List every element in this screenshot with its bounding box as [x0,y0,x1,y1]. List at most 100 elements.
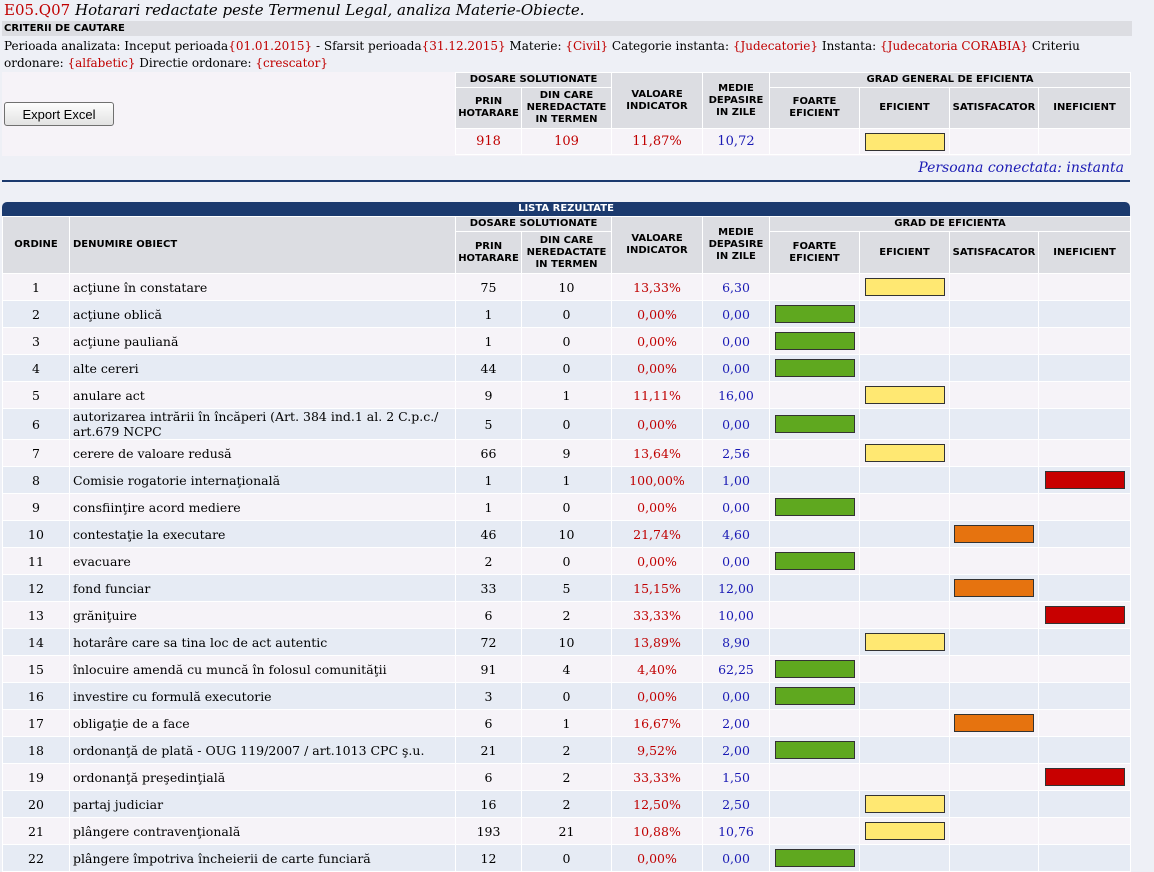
row-grade-ef [859,273,950,301]
row-din: 0 [521,408,612,440]
row-din: 5 [521,574,612,602]
row-denumire: plângere contravenţională [69,817,456,845]
row-valoare: 12,50% [611,790,703,818]
efficiency-bar [864,444,945,462]
row-valoare: 9,52% [611,736,703,764]
row-denumire: hotarâre care sa tina loc de act autenti… [69,628,456,656]
table-row: 4 alte cereri 44 0 0,00% 0,00 [2,354,1131,382]
row-ordine: 18 [2,736,70,764]
row-grade-in [1038,381,1131,409]
row-denumire: Comisie rogatorie internaţională [69,466,456,494]
grad-header: GRAD DE EFICIENTA [769,216,1131,232]
summary-dosare-header: DOSARE SOLUTIONATE [455,72,612,88]
row-grade-sa [949,408,1039,440]
row-din: 2 [521,601,612,629]
row-valoare: 4,40% [611,655,703,683]
criteria-text: Perioada analizata: Inceput perioada{01.… [4,38,1130,72]
denumire-header: DENUMIRE OBIECT [69,216,456,274]
row-din: 10 [521,520,612,548]
row-denumire: cerere de valoare redusă [69,439,456,467]
summary-ineficient-header: INEFICIENT [1038,87,1131,129]
row-grade-sa [949,574,1039,602]
row-prin: 2 [455,547,522,575]
row-grade-sa [949,790,1039,818]
report-title: Hotarari redactate peste Termenul Legal,… [74,1,585,19]
table-row: 12 fond funciar 33 5 15,15% 12,00 [2,574,1131,602]
row-prin: 12 [455,844,522,872]
table-row: 21 plângere contravenţională 193 21 10,88% 10… [2,817,1131,845]
row-din: 0 [521,327,612,355]
row-prin: 16 [455,790,522,818]
row-grade-sa [949,736,1039,764]
row-grade-in [1038,439,1131,467]
dosare-header: DOSARE SOLUTIONATE [455,216,612,232]
row-denumire: obligaţie de a face [69,709,456,737]
materie-label: Materie: [505,39,566,53]
row-din: 10 [521,628,612,656]
row-prin: 1 [455,466,522,494]
efficiency-bar [774,849,855,867]
divider [2,180,1130,182]
row-grade-in [1038,273,1131,301]
row-ordine: 4 [2,354,70,382]
row-valoare: 13,33% [611,273,703,301]
row-ordine: 15 [2,655,70,683]
row-medie: 0,00 [702,493,770,521]
row-valoare: 0,00% [611,844,703,872]
table-row: 13 grăniţuire 6 2 33,33% 10,00 [2,601,1131,629]
table-row: 22 plângere împotriva încheierii de carte… [2,844,1131,872]
table-row: 5 anulare act 9 1 11,11% 16,00 [2,381,1131,409]
row-grade-in [1038,574,1131,602]
row-prin: 9 [455,381,522,409]
row-grade-in [1038,709,1131,737]
row-ordine: 9 [2,493,70,521]
row-prin: 21 [455,736,522,764]
row-ordine: 20 [2,790,70,818]
row-grade-in [1038,520,1131,548]
row-prin: 75 [455,273,522,301]
efficiency-bar [864,795,945,813]
foarte-header: FOARTE EFICIENT [769,231,860,274]
table-row: 14 hotarâre care sa tina loc de act auten… [2,628,1131,656]
row-medie: 10,76 [702,817,770,845]
summary-prin-header: PRIN HOTARARE [455,87,522,129]
summary-din: 109 [521,128,612,155]
row-din: 0 [521,547,612,575]
row-grade-fe [769,520,860,548]
start-date: {01.01.2015} [228,39,313,53]
row-grade-sa [949,817,1039,845]
export-excel-button[interactable]: Export Excel [4,102,114,126]
row-denumire: înlocuire amendă cu muncă în folosul com… [69,655,456,683]
row-grade-in [1038,736,1131,764]
row-medie: 1,50 [702,763,770,791]
row-prin: 33 [455,574,522,602]
row-grade-ef [859,709,950,737]
ordonare-label: Criteriu ordonare: [4,39,1080,70]
page-title: E05.Q07 Hotarari redactate peste Termenu… [4,1,585,19]
row-denumire: plângere împotriva încheierii de carte f… [69,844,456,872]
row-grade-sa [949,327,1039,355]
row-valoare: 15,15% [611,574,703,602]
row-denumire: investire cu formulă executorie [69,682,456,710]
table-row: 2 acţiune oblică 1 0 0,00% 0,00 [2,300,1131,328]
row-prin: 44 [455,354,522,382]
efficiency-bar [864,132,945,151]
row-grade-ef [859,655,950,683]
row-grade-sa [949,493,1039,521]
directie-value: {crescator} [255,56,328,70]
row-medie: 0,00 [702,408,770,440]
row-medie: 62,25 [702,655,770,683]
row-grade-fe [769,300,860,328]
table-row: 16 investire cu formulă executorie 3 0 0,00%… [2,682,1131,710]
row-medie: 6,30 [702,273,770,301]
row-grade-in [1038,354,1131,382]
results-title: LISTA REZULTATE [2,202,1130,216]
row-denumire: autorizarea intrării în încăperi (Art. 3… [69,408,456,440]
row-din: 9 [521,439,612,467]
row-grade-ef [859,408,950,440]
row-grade-fe [769,601,860,629]
row-denumire: alte cereri [69,354,456,382]
row-denumire: partaj judiciar [69,790,456,818]
row-grade-fe [769,574,860,602]
efficiency-bar [774,552,855,570]
